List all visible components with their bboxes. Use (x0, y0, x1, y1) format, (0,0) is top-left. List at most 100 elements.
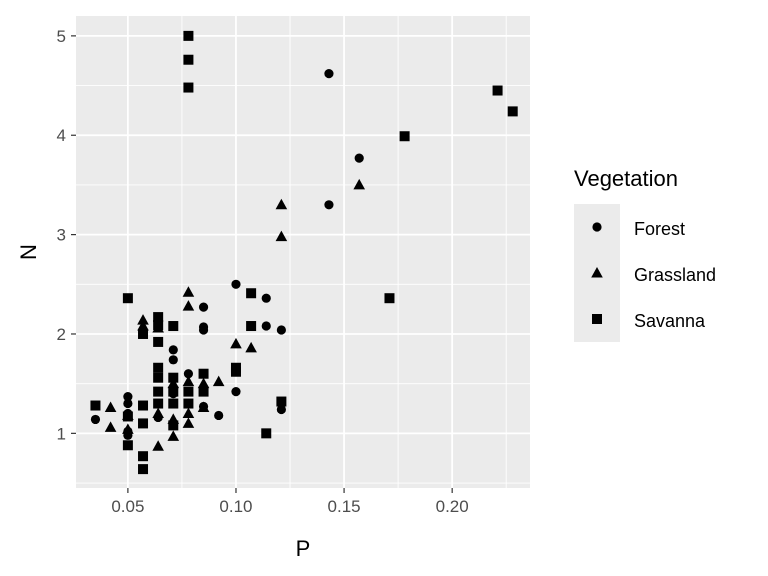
point-grassland (182, 407, 195, 418)
plot-panel (76, 16, 530, 488)
point-savanna (138, 328, 149, 339)
x-axis-ticks: 0.05 0.10 0.15 0.20 (111, 488, 469, 516)
point-savanna (261, 428, 272, 439)
x-tick-label: 0.15 (328, 497, 361, 516)
point-savanna (276, 396, 287, 407)
point-grassland (230, 337, 242, 349)
point-grassland (212, 375, 225, 387)
point-grassland (152, 440, 164, 451)
point-savanna (153, 312, 164, 323)
x-tick-label: 0.05 (111, 497, 144, 516)
point-grassland (104, 401, 117, 413)
point-forest (261, 293, 271, 303)
point-savanna (183, 398, 194, 409)
point-forest (198, 325, 209, 335)
point-savanna (138, 418, 149, 429)
point-grassland (122, 423, 134, 434)
point-grassland (353, 178, 366, 190)
point-savanna (153, 336, 164, 347)
minor-gridlines (76, 16, 530, 488)
point-savanna (198, 368, 209, 379)
point-savanna (168, 398, 179, 409)
point-savanna (153, 386, 164, 397)
point-savanna (122, 411, 133, 422)
point-grassland (197, 377, 210, 389)
point-grassland (152, 407, 164, 418)
x-tick-label: 0.20 (436, 497, 469, 516)
point-savanna (168, 372, 179, 383)
point-grassland (167, 377, 180, 389)
point-forest (324, 200, 334, 210)
point-grassland (275, 198, 288, 210)
point-savanna (122, 293, 133, 304)
point-forest (231, 387, 241, 397)
point-savanna (138, 451, 149, 462)
point-forest (276, 325, 286, 335)
y-tick-label: 5 (57, 27, 66, 46)
y-tick-label: 3 (57, 226, 66, 245)
point-savanna (138, 400, 149, 411)
point-savanna (399, 131, 410, 142)
y-axis-ticks: 1 2 3 4 5 (57, 27, 76, 443)
legend-title: Vegetation (574, 166, 678, 191)
legend-label-forest: Forest (634, 219, 685, 239)
point-grassland (182, 375, 195, 387)
point-forest (123, 398, 133, 409)
y-tick-label: 2 (57, 325, 66, 344)
point-savanna (183, 54, 194, 65)
point-savanna (168, 321, 179, 332)
point-savanna (168, 386, 179, 397)
point-forest (123, 391, 133, 402)
point-forest (90, 414, 101, 425)
point-grassland (245, 341, 257, 353)
point-savanna (153, 320, 164, 331)
point-forest (231, 279, 241, 289)
point-forest (183, 369, 194, 379)
x-axis-title: P (296, 536, 311, 561)
point-savanna (122, 440, 133, 451)
point-savanna (384, 293, 395, 304)
x-tick-label: 0.10 (219, 497, 252, 516)
point-forest (354, 153, 364, 163)
point-savanna (246, 288, 257, 299)
point-grassland (197, 401, 210, 413)
point-savanna (153, 372, 164, 383)
point-forest (324, 69, 334, 79)
point-grassland (137, 320, 149, 331)
legend: Vegetation Forest Grassland Savanna (574, 166, 716, 342)
point-grassland (182, 300, 195, 311)
point-forest (198, 302, 209, 312)
point-forest (276, 404, 286, 415)
legend-square-icon (592, 314, 602, 324)
data-points (90, 30, 518, 475)
point-grassland (182, 417, 195, 428)
point-savanna (246, 321, 257, 332)
point-savanna (183, 30, 194, 41)
y-tick-label: 1 (57, 424, 66, 443)
point-savanna (507, 106, 518, 117)
y-axis-title: N (16, 244, 41, 260)
point-grassland (137, 314, 149, 325)
point-savanna (492, 85, 503, 96)
point-savanna (198, 386, 209, 397)
point-savanna (153, 398, 164, 409)
point-savanna (183, 386, 194, 397)
point-forest (214, 410, 224, 421)
point-forest (168, 345, 178, 355)
y-tick-label: 4 (57, 126, 66, 145)
point-grassland (167, 430, 180, 441)
point-savanna (90, 400, 101, 411)
point-forest (261, 321, 271, 331)
point-savanna (153, 362, 164, 373)
point-savanna (138, 464, 149, 475)
point-grassland (104, 421, 117, 432)
legend-circle-icon (592, 222, 602, 232)
legend-label-savanna: Savanna (634, 311, 706, 331)
point-forest (168, 355, 178, 365)
point-savanna (168, 420, 179, 431)
point-savanna (183, 82, 194, 93)
point-savanna (230, 366, 241, 377)
point-grassland (182, 286, 195, 297)
legend-triangle-icon (591, 267, 603, 278)
